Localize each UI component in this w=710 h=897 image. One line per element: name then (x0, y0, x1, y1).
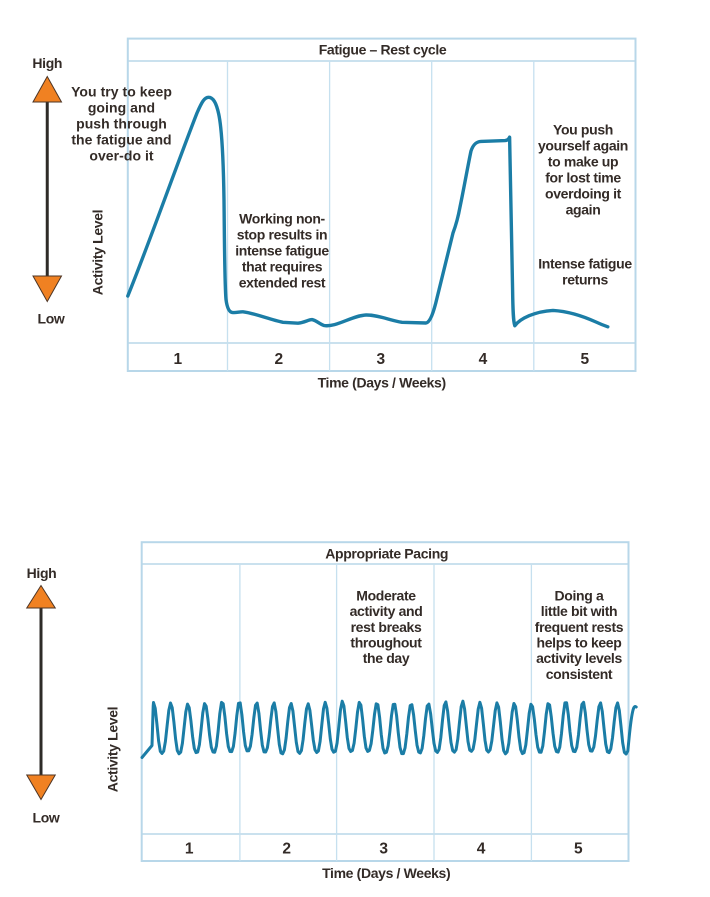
svg-text:Time (Days / Weeks): Time (Days / Weeks) (322, 865, 450, 881)
svg-text:activity and: activity and (350, 603, 423, 619)
svg-text:extended rest: extended rest (239, 274, 326, 290)
svg-text:frequent rests: frequent rests (535, 619, 624, 635)
svg-text:returns: returns (562, 271, 608, 287)
svg-text:rest breaks: rest breaks (351, 619, 422, 635)
svg-text:Low: Low (33, 809, 60, 825)
svg-text:stop results in: stop results in (237, 226, 327, 242)
svg-text:to make up: to make up (548, 154, 618, 170)
svg-text:yourself again: yourself again (538, 138, 628, 154)
svg-text:again: again (566, 202, 601, 218)
svg-text:Low: Low (38, 311, 65, 327)
svg-text:3: 3 (377, 351, 386, 368)
svg-text:activity levels: activity levels (536, 650, 622, 666)
svg-text:for lost time: for lost time (545, 170, 621, 186)
svg-text:the day: the day (363, 650, 410, 666)
svg-text:going and: going and (88, 99, 155, 115)
svg-text:the fatigue and: the fatigue and (71, 131, 171, 147)
svg-text:Doing a: Doing a (555, 587, 604, 603)
svg-text:You push: You push (553, 122, 613, 138)
svg-text:1: 1 (185, 840, 194, 857)
svg-text:Appropriate Pacing: Appropriate Pacing (325, 546, 448, 562)
svg-text:intense fatigue: intense fatigue (235, 242, 329, 258)
svg-text:Intense fatigue: Intense fatigue (538, 255, 632, 271)
svg-text:High: High (32, 55, 62, 71)
svg-text:Activity Level: Activity Level (105, 707, 121, 792)
svg-text:2: 2 (274, 351, 282, 368)
svg-text:You try to keep: You try to keep (71, 83, 172, 99)
svg-text:4: 4 (479, 351, 488, 368)
svg-text:throughout: throughout (350, 635, 422, 651)
svg-text:that requires: that requires (242, 258, 323, 274)
svg-text:1: 1 (174, 351, 183, 368)
svg-text:Activity Level: Activity Level (90, 210, 106, 295)
svg-text:Moderate: Moderate (356, 587, 416, 603)
svg-text:push through: push through (76, 115, 167, 131)
svg-text:4: 4 (477, 840, 486, 857)
svg-text:5: 5 (581, 351, 590, 368)
svg-text:3: 3 (379, 840, 388, 857)
svg-text:helps to keep: helps to keep (537, 635, 622, 651)
svg-text:consistent: consistent (546, 666, 613, 682)
svg-text:little bit with: little bit with (541, 603, 617, 619)
svg-text:5: 5 (574, 840, 583, 857)
svg-text:Fatigue – Rest cycle: Fatigue – Rest cycle (319, 42, 447, 58)
svg-text:Time (Days / Weeks): Time (Days / Weeks) (318, 374, 446, 390)
svg-text:High: High (27, 565, 57, 581)
svg-text:Working non-: Working non- (239, 210, 325, 226)
svg-text:over-do it: over-do it (89, 147, 154, 163)
svg-text:2: 2 (282, 840, 290, 857)
svg-text:overdoing it: overdoing it (545, 186, 622, 202)
